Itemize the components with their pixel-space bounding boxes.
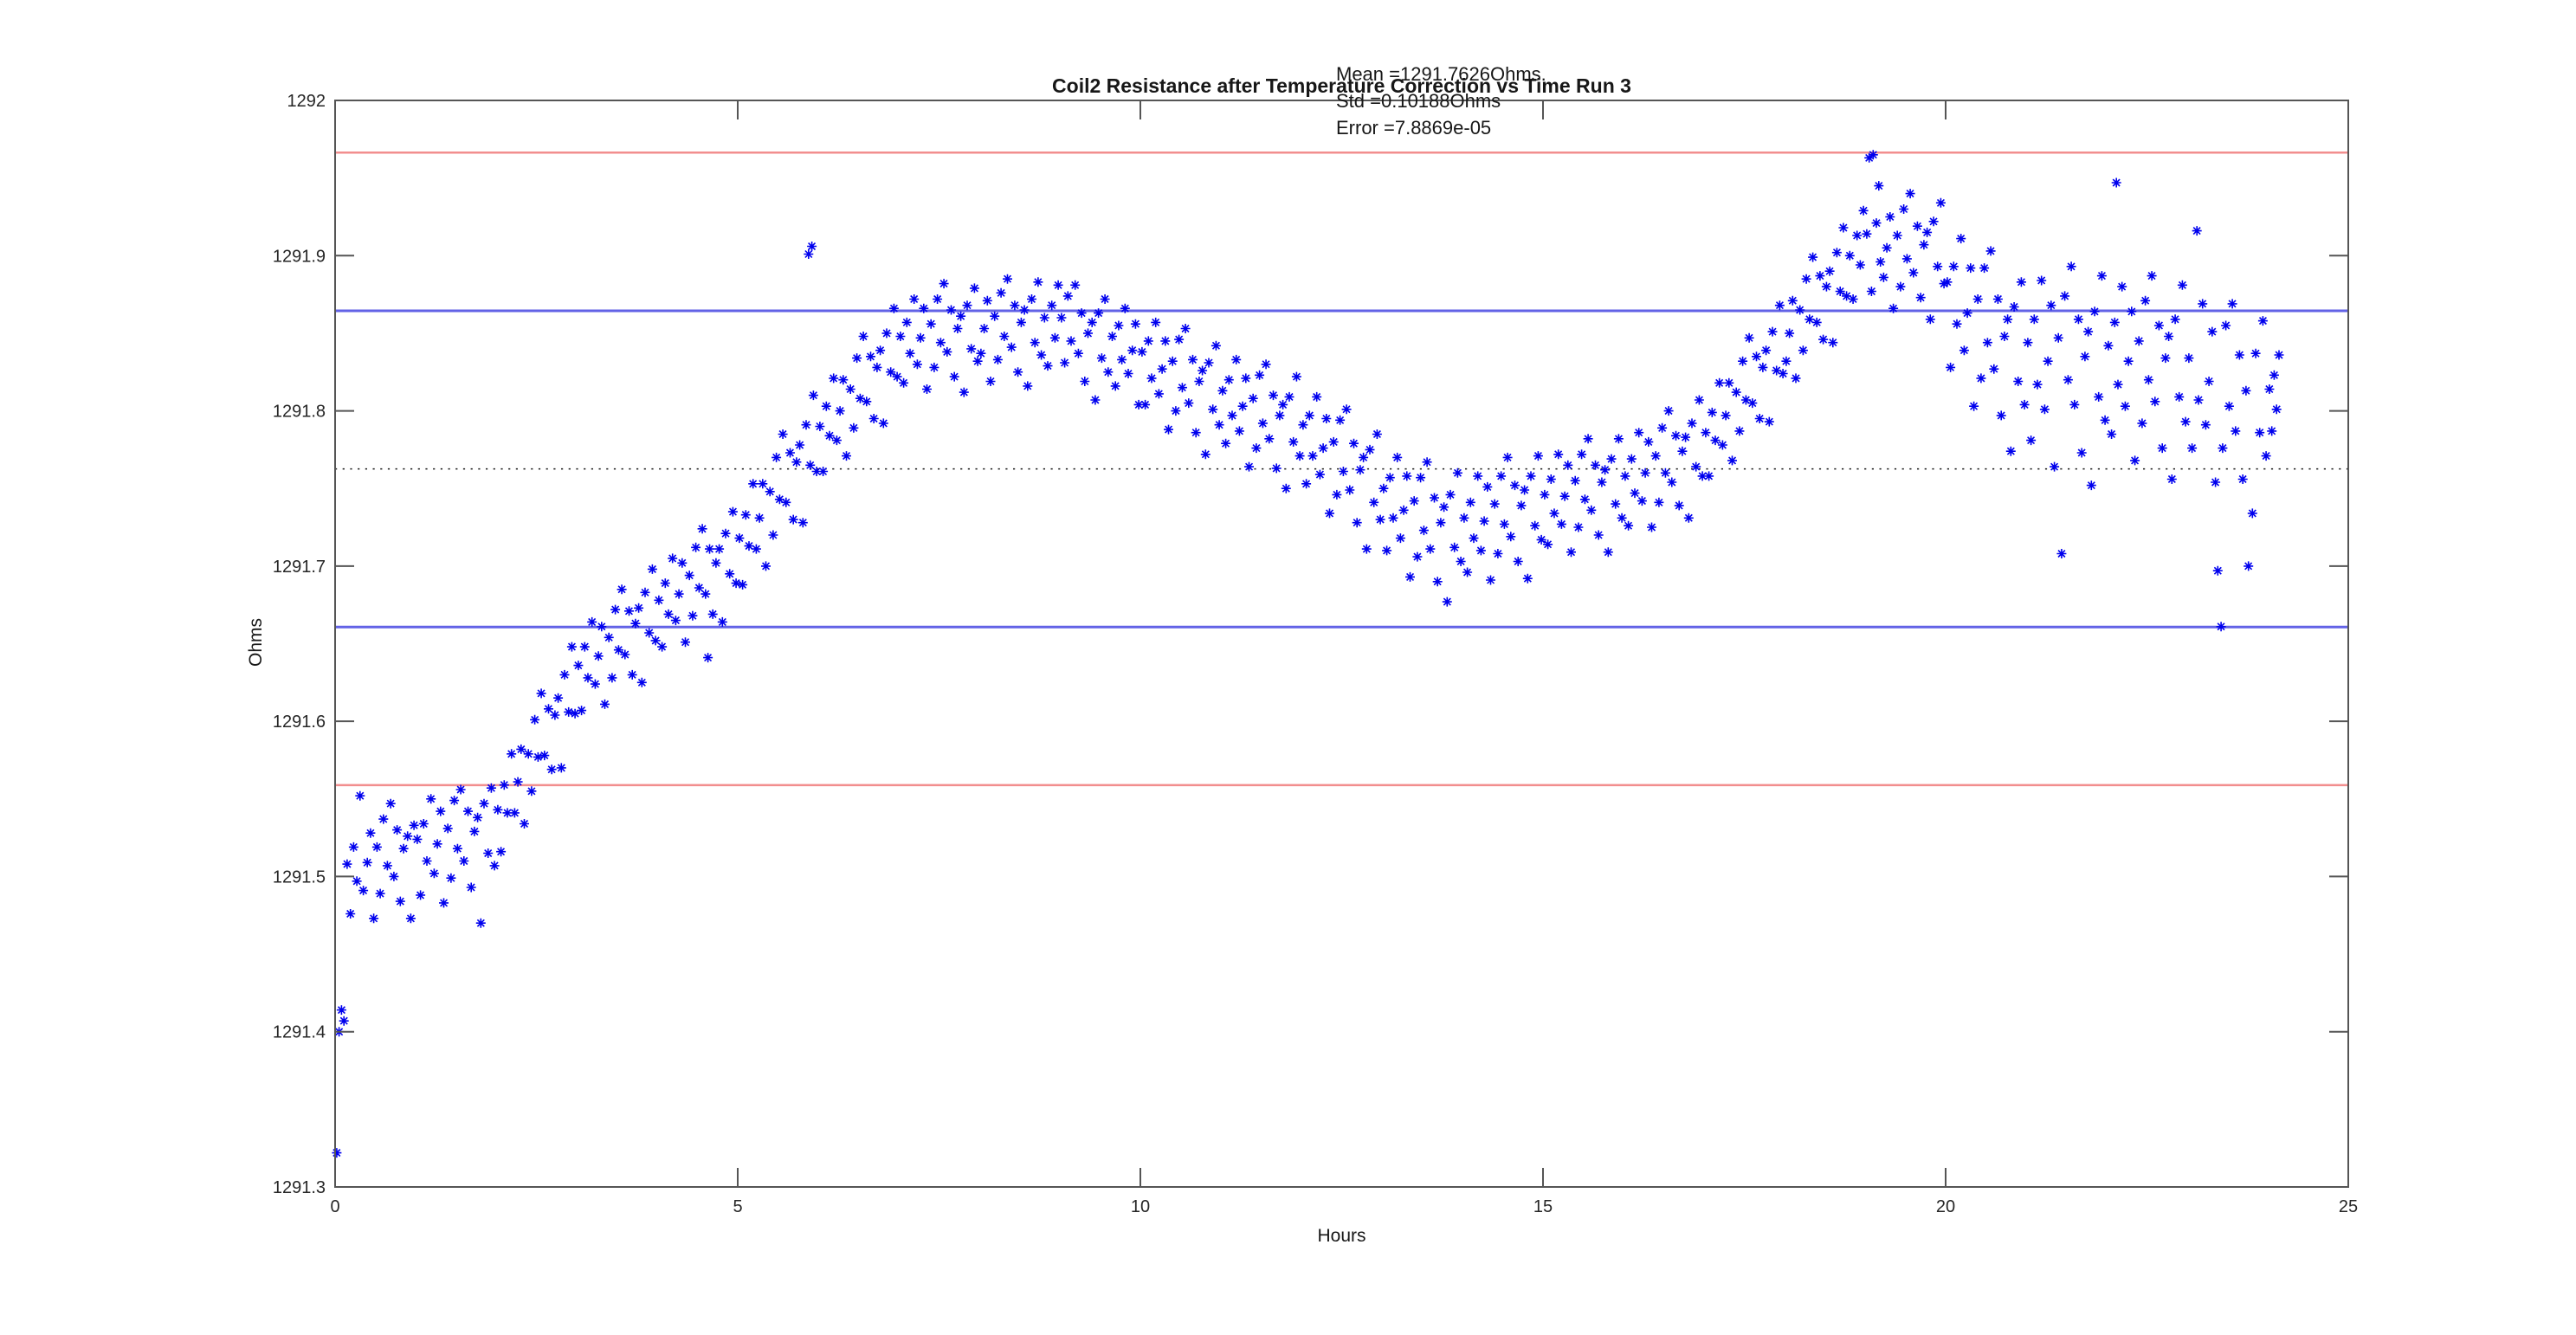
y-tick-label-1291.9: 1291.9 (273, 247, 326, 266)
y-tick-label-1291.7: 1291.7 (273, 558, 326, 577)
x-tick-label-0: 0 (330, 1197, 339, 1216)
stats-annotation: Mean =1291.7626Ohms. Std =0.10188Ohms Er… (1336, 61, 1546, 141)
y-tick-label-1291.5: 1291.5 (273, 867, 326, 887)
x-tick-label-10: 10 (1131, 1197, 1150, 1216)
stats-error-text: Error =7.8869e-05 (1336, 117, 1492, 139)
stats-mean-text: Mean =1291.7626Ohms. (1336, 63, 1546, 85)
x-axis-label: Hours (1317, 1226, 1366, 1246)
tick-marks (334, 100, 2349, 1188)
axes-box (334, 100, 2349, 1188)
scatter-points (332, 150, 2284, 1158)
y-tick-label-1291.8: 1291.8 (273, 403, 326, 422)
plot-title: Coil2 Resistance after Temperature Corre… (1052, 74, 1631, 97)
x-tick-label-15: 15 (1533, 1197, 1553, 1216)
y-axis-label: Ohms (246, 618, 266, 668)
x-tick-label-5: 5 (733, 1197, 742, 1216)
y-tick-label-1291.6: 1291.6 (273, 713, 326, 732)
y-tick-label-1292: 1292 (287, 92, 326, 111)
y-tick-label-1291.4: 1291.4 (273, 1023, 326, 1042)
x-tick-label-25: 25 (2339, 1197, 2358, 1216)
stats-std-text: Std =0.10188Ohms (1336, 90, 1501, 112)
x-tick-label-20: 20 (1936, 1197, 1955, 1216)
y-tick-label-1291.3: 1291.3 (273, 1178, 326, 1197)
